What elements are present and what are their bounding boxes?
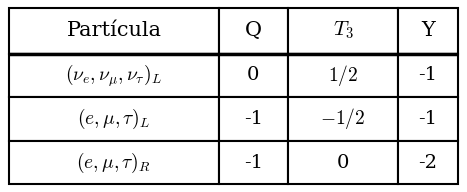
Text: -1: -1 xyxy=(244,154,263,171)
Bar xyxy=(219,97,288,141)
Text: -1: -1 xyxy=(418,110,437,128)
Text: -1: -1 xyxy=(418,66,437,84)
Bar xyxy=(398,54,458,97)
Bar xyxy=(288,54,398,97)
Bar xyxy=(219,8,288,54)
Bar xyxy=(398,141,458,184)
Text: $-1/2$: $-1/2$ xyxy=(320,106,366,132)
Text: -2: -2 xyxy=(418,154,437,171)
Bar xyxy=(288,8,398,54)
Bar xyxy=(398,8,458,54)
Bar xyxy=(398,97,458,141)
Bar xyxy=(9,54,219,97)
Text: $(e, \mu, \tau)_L$: $(e, \mu, \tau)_L$ xyxy=(77,107,151,131)
Text: 0: 0 xyxy=(337,154,349,171)
Bar xyxy=(9,97,219,141)
Text: Y: Y xyxy=(421,21,435,40)
Text: $(e, \mu, \tau)_R$: $(e, \mu, \tau)_R$ xyxy=(77,151,151,175)
Text: Q: Q xyxy=(245,21,262,40)
Text: 0: 0 xyxy=(247,66,260,84)
Bar xyxy=(288,141,398,184)
Bar xyxy=(288,97,398,141)
Bar xyxy=(219,54,288,97)
Text: $1/2$: $1/2$ xyxy=(328,63,358,88)
Bar xyxy=(9,141,219,184)
Text: Partícula: Partícula xyxy=(66,21,162,40)
Bar xyxy=(219,141,288,184)
Text: $(\nu_e, \nu_\mu, \nu_\tau)_L$: $(\nu_e, \nu_\mu, \nu_\tau)_L$ xyxy=(65,62,163,89)
Text: -1: -1 xyxy=(244,110,263,128)
Text: $T_3$: $T_3$ xyxy=(333,20,354,41)
Bar xyxy=(9,8,219,54)
